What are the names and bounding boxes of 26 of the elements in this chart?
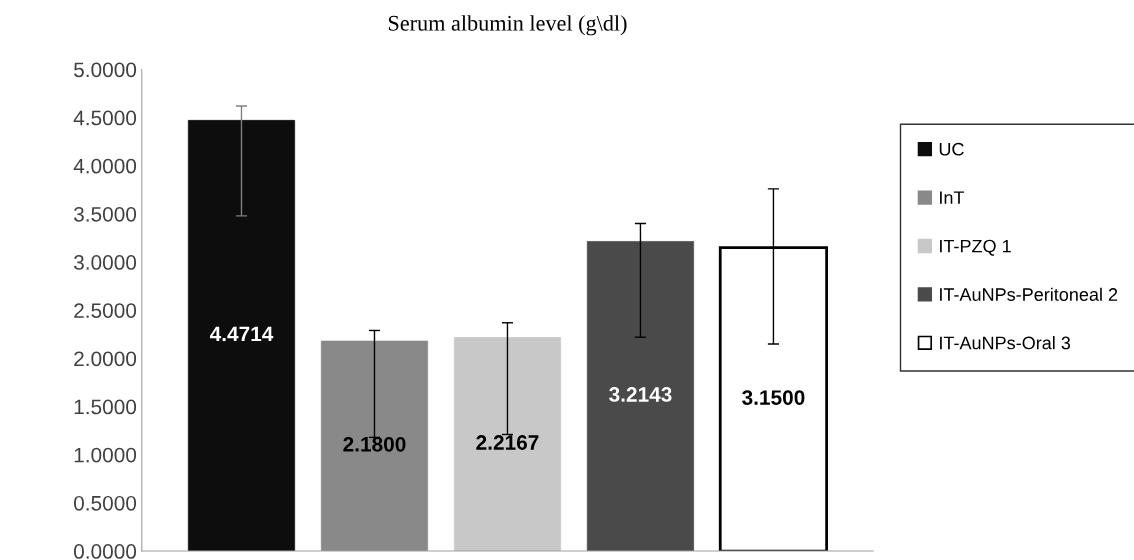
- y-tick-label: 0.0000: [73, 544, 137, 559]
- y-tick-label: 4.5000: [73, 110, 137, 126]
- chart-title: Serum albumin level (g\dl): [388, 15, 627, 36]
- legend-label: IT-PZQ 1: [940, 239, 1011, 256]
- y-tick-label: 4.0000: [73, 158, 137, 174]
- data-label: 3.2143: [609, 387, 672, 402]
- y-tick-label: 3.0000: [73, 255, 137, 270]
- data-label: 2.2167: [476, 435, 539, 450]
- legend-label: IT-AuNPs-Peritoneal 2: [940, 287, 1118, 301]
- legend-label: InT: [940, 191, 965, 204]
- bar: [187, 120, 296, 552]
- data-label: 3.1500: [742, 390, 805, 405]
- legend-label: UC: [939, 142, 964, 156]
- y-tick-label: 0.5000: [73, 495, 137, 511]
- y-tick-label: 1.0000: [74, 447, 137, 463]
- data-label: 4.4714: [209, 326, 274, 342]
- bar: [320, 340, 429, 552]
- y-tick-label: 5.0000: [74, 62, 137, 78]
- y-tick-label: 2.5000: [74, 303, 137, 318]
- y-tick-label: 3.5000: [73, 206, 137, 222]
- bar: [586, 241, 694, 552]
- bar: [453, 337, 562, 552]
- y-tick-label: 2.0000: [74, 351, 137, 367]
- legend-label: IT-AuNPs-Oral 3: [940, 336, 1071, 350]
- y-tick-label: 1.5000: [74, 399, 137, 415]
- data-label: 2.1800: [343, 436, 406, 452]
